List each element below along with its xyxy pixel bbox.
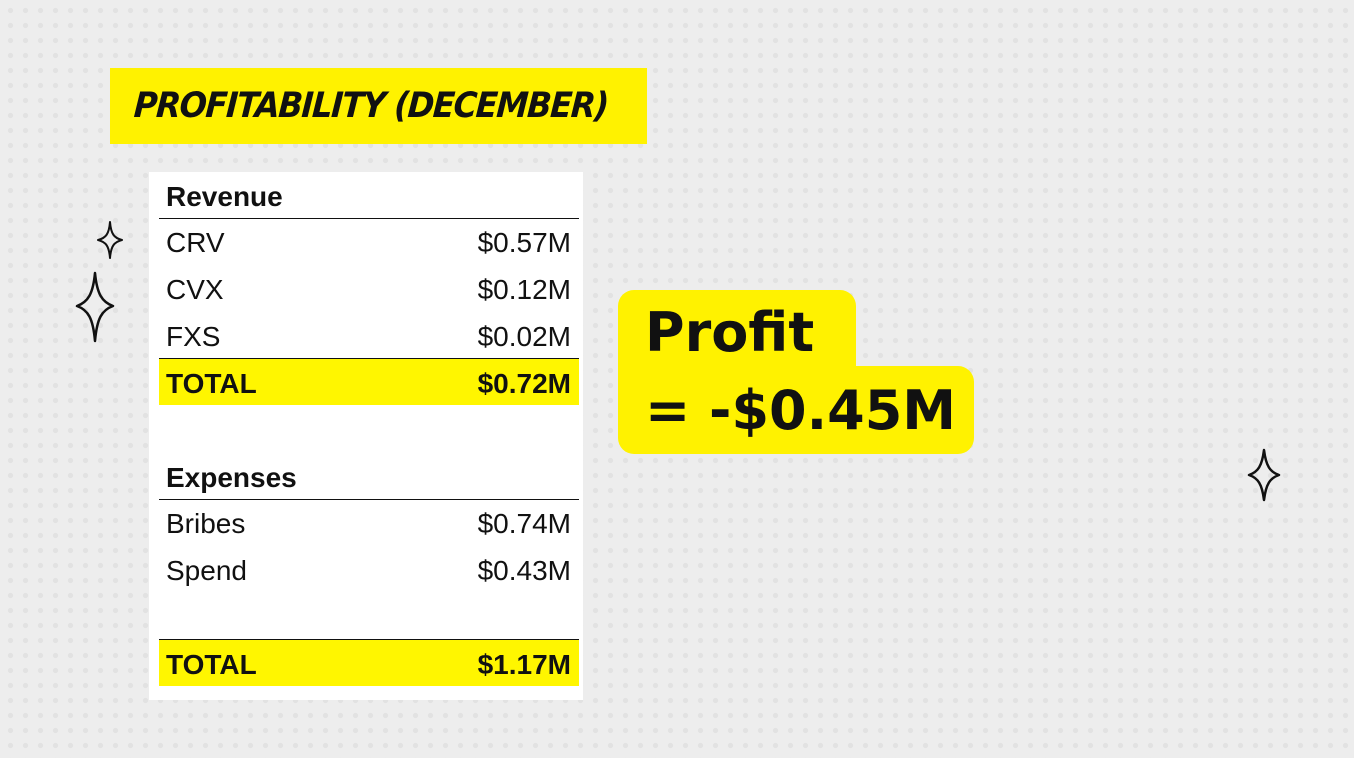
- row-value: $0.43M: [477, 555, 571, 586]
- table-row: Bribes $0.74M: [159, 499, 579, 545]
- table-row: CVX $0.12M: [159, 265, 579, 311]
- expenses-header-label: Expenses: [166, 462, 297, 493]
- profit-value: = -$0.45M: [645, 379, 957, 442]
- page-title: PROFITABILITY (DECEMBER): [132, 86, 609, 126]
- row-value: $0.74M: [477, 508, 571, 539]
- revenue-total-row: TOTAL $0.72M: [159, 358, 579, 405]
- title-banner: PROFITABILITY (DECEMBER): [110, 68, 647, 144]
- sparkle-icon: [1247, 448, 1281, 502]
- row-label: Bribes: [166, 508, 246, 539]
- row-value: $0.02M: [477, 321, 571, 352]
- sparkle-icon: [75, 271, 115, 343]
- total-label: TOTAL: [166, 649, 257, 680]
- total-value: $1.17M: [477, 649, 571, 680]
- table-row: CRV $0.57M: [159, 218, 579, 264]
- row-label: CVX: [166, 274, 224, 305]
- profit-label: Profit: [645, 301, 815, 364]
- row-value: $0.57M: [477, 227, 571, 258]
- expenses-total-row: TOTAL $1.17M: [159, 639, 579, 686]
- table-row: FXS $0.02M: [159, 312, 579, 358]
- total-value: $0.72M: [477, 368, 571, 399]
- row-label: FXS: [166, 321, 221, 352]
- profitability-table: Revenue CRV $0.57M CVX $0.12M FXS $0.02M…: [149, 172, 583, 700]
- row-label: Spend: [166, 555, 247, 586]
- row-label: CRV: [166, 227, 225, 258]
- row-value: $0.12M: [477, 274, 571, 305]
- total-label: TOTAL: [166, 368, 257, 399]
- revenue-header: Revenue: [159, 172, 579, 219]
- table-row: Spend $0.43M: [159, 546, 579, 592]
- sparkle-icon: [97, 221, 123, 259]
- expenses-header: Expenses: [159, 453, 579, 500]
- revenue-header-label: Revenue: [166, 181, 283, 212]
- profit-callout-bottom: [618, 366, 974, 454]
